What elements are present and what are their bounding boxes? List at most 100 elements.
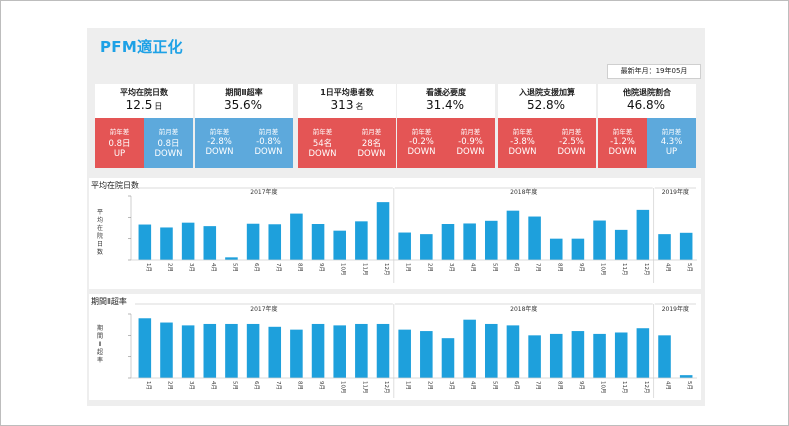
bar-15 [463,223,476,260]
diff-caption: 前年差 [109,128,130,136]
diff-value: 4.3% [660,137,683,147]
y-axis-label-char: 平 [97,209,103,216]
bar-0 [138,224,152,260]
x-tick-label: 4月 [210,381,217,390]
bar-20 [571,238,585,260]
x-tick-label: 12月 [383,263,390,276]
kpi-prev-year-diff: 前年差 0.8日 UP [95,118,144,168]
bar-9 [333,325,346,378]
kpi-prev-month-diff: 前月差 0.8日 DOWN [144,118,193,168]
kpi-label: 入退院支援加算 [519,88,575,97]
x-tick-label: 6月 [253,381,260,390]
bar-23 [636,328,650,378]
bar-0 [138,318,152,378]
diff-caption: 前年差 [312,128,333,136]
x-tick-label: 9月 [578,263,585,272]
x-tick-label: 9月 [578,381,585,390]
diff-caption: 前月差 [361,128,382,136]
x-tick-label: 5月 [491,381,498,390]
chart-title-period2: 期間Ⅱ超率 [91,297,127,306]
x-tick-label: 3月 [188,381,195,390]
x-tick-label: 11月 [361,381,368,394]
x-tick-label: 12月 [643,381,650,394]
x-tick-label: 11月 [361,263,368,276]
year-group-label: 2018年度 [510,305,537,313]
kpi-value: 35.6% [195,98,293,112]
diff-direction: DOWN [357,149,386,159]
x-tick-label: 1月 [405,263,412,272]
x-tick-label: 1月 [145,381,152,390]
x-tick-label: 7月 [535,381,542,390]
kpi-prev-year-diff: 前年差 -3.8% DOWN [498,118,547,168]
bar-11 [376,202,390,260]
bar-7 [290,213,303,260]
diff-caption: 前月差 [258,128,279,136]
kpi-number: 35.6% [223,98,263,112]
diff-direction: DOWN [154,149,183,159]
diff-caption: 前年差 [612,128,633,136]
bar-4 [225,323,238,378]
kpi-number: 31.4% [425,98,465,112]
y-axis-label-char: 数 [97,248,103,256]
bar-16 [485,323,498,378]
diff-value: -2.5% [559,137,584,147]
bar-5 [246,323,260,378]
x-tick-label: 12月 [643,263,650,276]
x-tick-label: 4月 [470,381,477,390]
bar-4 [225,257,238,260]
bar-22 [614,229,628,260]
y-axis-label-char: 均 [97,216,103,224]
diff-direction: DOWN [557,147,586,157]
period2-bar-chart: 期間Ⅱ超率 2017年度 2018年度 2019年度 1月 2月 3月 4月 5月 6月 7月 8月 9… [97,303,697,398]
x-tick-label: 1月 [405,381,412,390]
kpi-card-2: 1日平均患者数 313 名前年差 54名 DOWN 前月差 28名 DOWN [298,84,396,168]
bar-14 [441,224,455,260]
diff-direction: DOWN [508,147,537,157]
diff-value: 28名 [361,139,382,149]
page-title: PFM適正化 [100,38,183,56]
kpi-value: 46.8% [598,98,696,112]
kpi-unit: 名 [355,102,364,111]
kpi-value: 12.5 日 [95,98,193,112]
kpi-number: 52.8% [526,98,566,112]
diff-caption: 前月差 [561,128,582,136]
kpi-value: 52.8% [498,98,596,112]
diff-value: -0.8% [256,137,281,147]
kpi-label: 看護必要度 [426,88,466,97]
diff-value: -0.9% [458,137,483,147]
x-tick-label: 8月 [296,263,303,272]
x-tick-label: 6月 [253,263,260,272]
avg-stay-bar-chart: 平均在院日数 2017年度 2018年度 2019年度 1月 2月 3月 4月 5月 6月 7月 8月… [97,187,697,283]
diff-caption: 前年差 [209,128,230,136]
bar-23 [636,209,650,260]
x-tick-label: 2月 [426,263,433,272]
x-tick-label: 8月 [556,381,563,390]
kpi-prev-year-diff: 前年差 -2.8% DOWN [195,118,244,168]
y-axis-label-char: 在 [97,224,103,232]
x-tick-label: 4月 [665,263,672,272]
x-tick-label: 12月 [383,381,390,394]
x-tick-label: 10月 [600,381,607,394]
kpi-unit: 日 [154,102,163,111]
x-tick-label: 9月 [318,263,325,272]
y-axis-label-char: Ⅱ [99,341,102,348]
bar-18 [528,335,541,378]
x-tick-label: 10月 [340,381,347,394]
year-group-label: 2018年度 [510,188,537,196]
kpi-card-5: 他院退院割合 46.8% 前年差 -1.2% DOWN 前月差 4.3% UP [598,84,696,168]
kpi-prev-month-diff: 前月差 4.3% UP [647,118,696,168]
x-tick-label: 8月 [296,381,303,390]
x-tick-label: 11月 [621,381,628,394]
x-tick-label: 3月 [448,381,455,390]
bar-17 [506,325,520,378]
x-tick-label: 6月 [513,381,520,390]
kpi-label: 期間Ⅱ超率 [225,88,263,97]
x-tick-label: 4月 [665,381,672,390]
diff-value: 54名 [312,139,333,149]
bar-17 [506,210,520,260]
bar-10 [355,323,368,378]
bar-24 [658,234,671,260]
diff-direction: UP [665,147,678,157]
x-tick-label: 10月 [600,263,607,276]
y-axis-label-char: 間 [97,333,103,340]
